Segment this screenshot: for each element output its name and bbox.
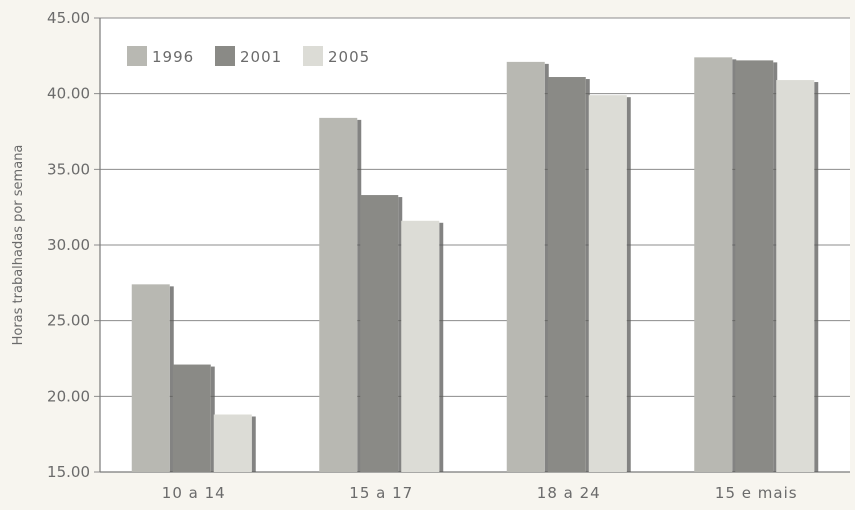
y-tick-label: 15.00 (47, 463, 90, 481)
x-tick-label: 10 a 14 (162, 484, 226, 502)
bar-shadow (544, 63, 549, 473)
bar-1996 (694, 57, 733, 472)
bar-2005 (588, 95, 627, 473)
bar-2001 (360, 195, 399, 472)
y-axis-title: Horas trabalhadas por semana (11, 145, 26, 346)
bar-1996 (506, 61, 545, 473)
bar-shadow (357, 119, 362, 472)
y-tick-label: 35.00 (47, 160, 90, 178)
legend-swatch-2005 (303, 46, 323, 66)
bar-2001 (172, 364, 211, 472)
legend-label-2001: 2001 (240, 48, 282, 66)
bar-2005 (776, 80, 815, 473)
bar-shadow (439, 222, 444, 472)
legend-swatch-1996 (127, 46, 147, 66)
legend-label-2005: 2005 (328, 48, 370, 66)
bar-2005 (401, 220, 440, 472)
bar-1996 (319, 117, 358, 472)
y-tick-label: 20.00 (47, 387, 90, 405)
x-tick-label: 18 a 24 (537, 484, 601, 502)
y-tick-label: 45.00 (47, 9, 90, 27)
bar-1996 (131, 284, 170, 472)
bar-shadow (773, 62, 778, 473)
bar-shadow (251, 416, 256, 472)
bar-shadow (398, 197, 403, 472)
x-tick-label: 15 e mais (715, 484, 798, 502)
y-tick-label: 40.00 (47, 85, 90, 103)
bar-shadow (732, 59, 737, 472)
bar-2001 (547, 77, 586, 473)
bar-2005 (213, 414, 252, 472)
bar-shadow (814, 82, 819, 473)
y-tick-label: 25.00 (47, 312, 90, 330)
bar-shadow (626, 97, 631, 473)
y-tick-label: 30.00 (47, 236, 90, 254)
bar-shadow (169, 286, 174, 472)
x-tick-label: 15 a 17 (349, 484, 413, 502)
legend-swatch-2001 (215, 46, 235, 66)
bar-shadow (210, 366, 215, 472)
bar-2001 (735, 60, 774, 473)
legend-label-1996: 1996 (152, 48, 194, 66)
bar-shadow (585, 79, 590, 473)
